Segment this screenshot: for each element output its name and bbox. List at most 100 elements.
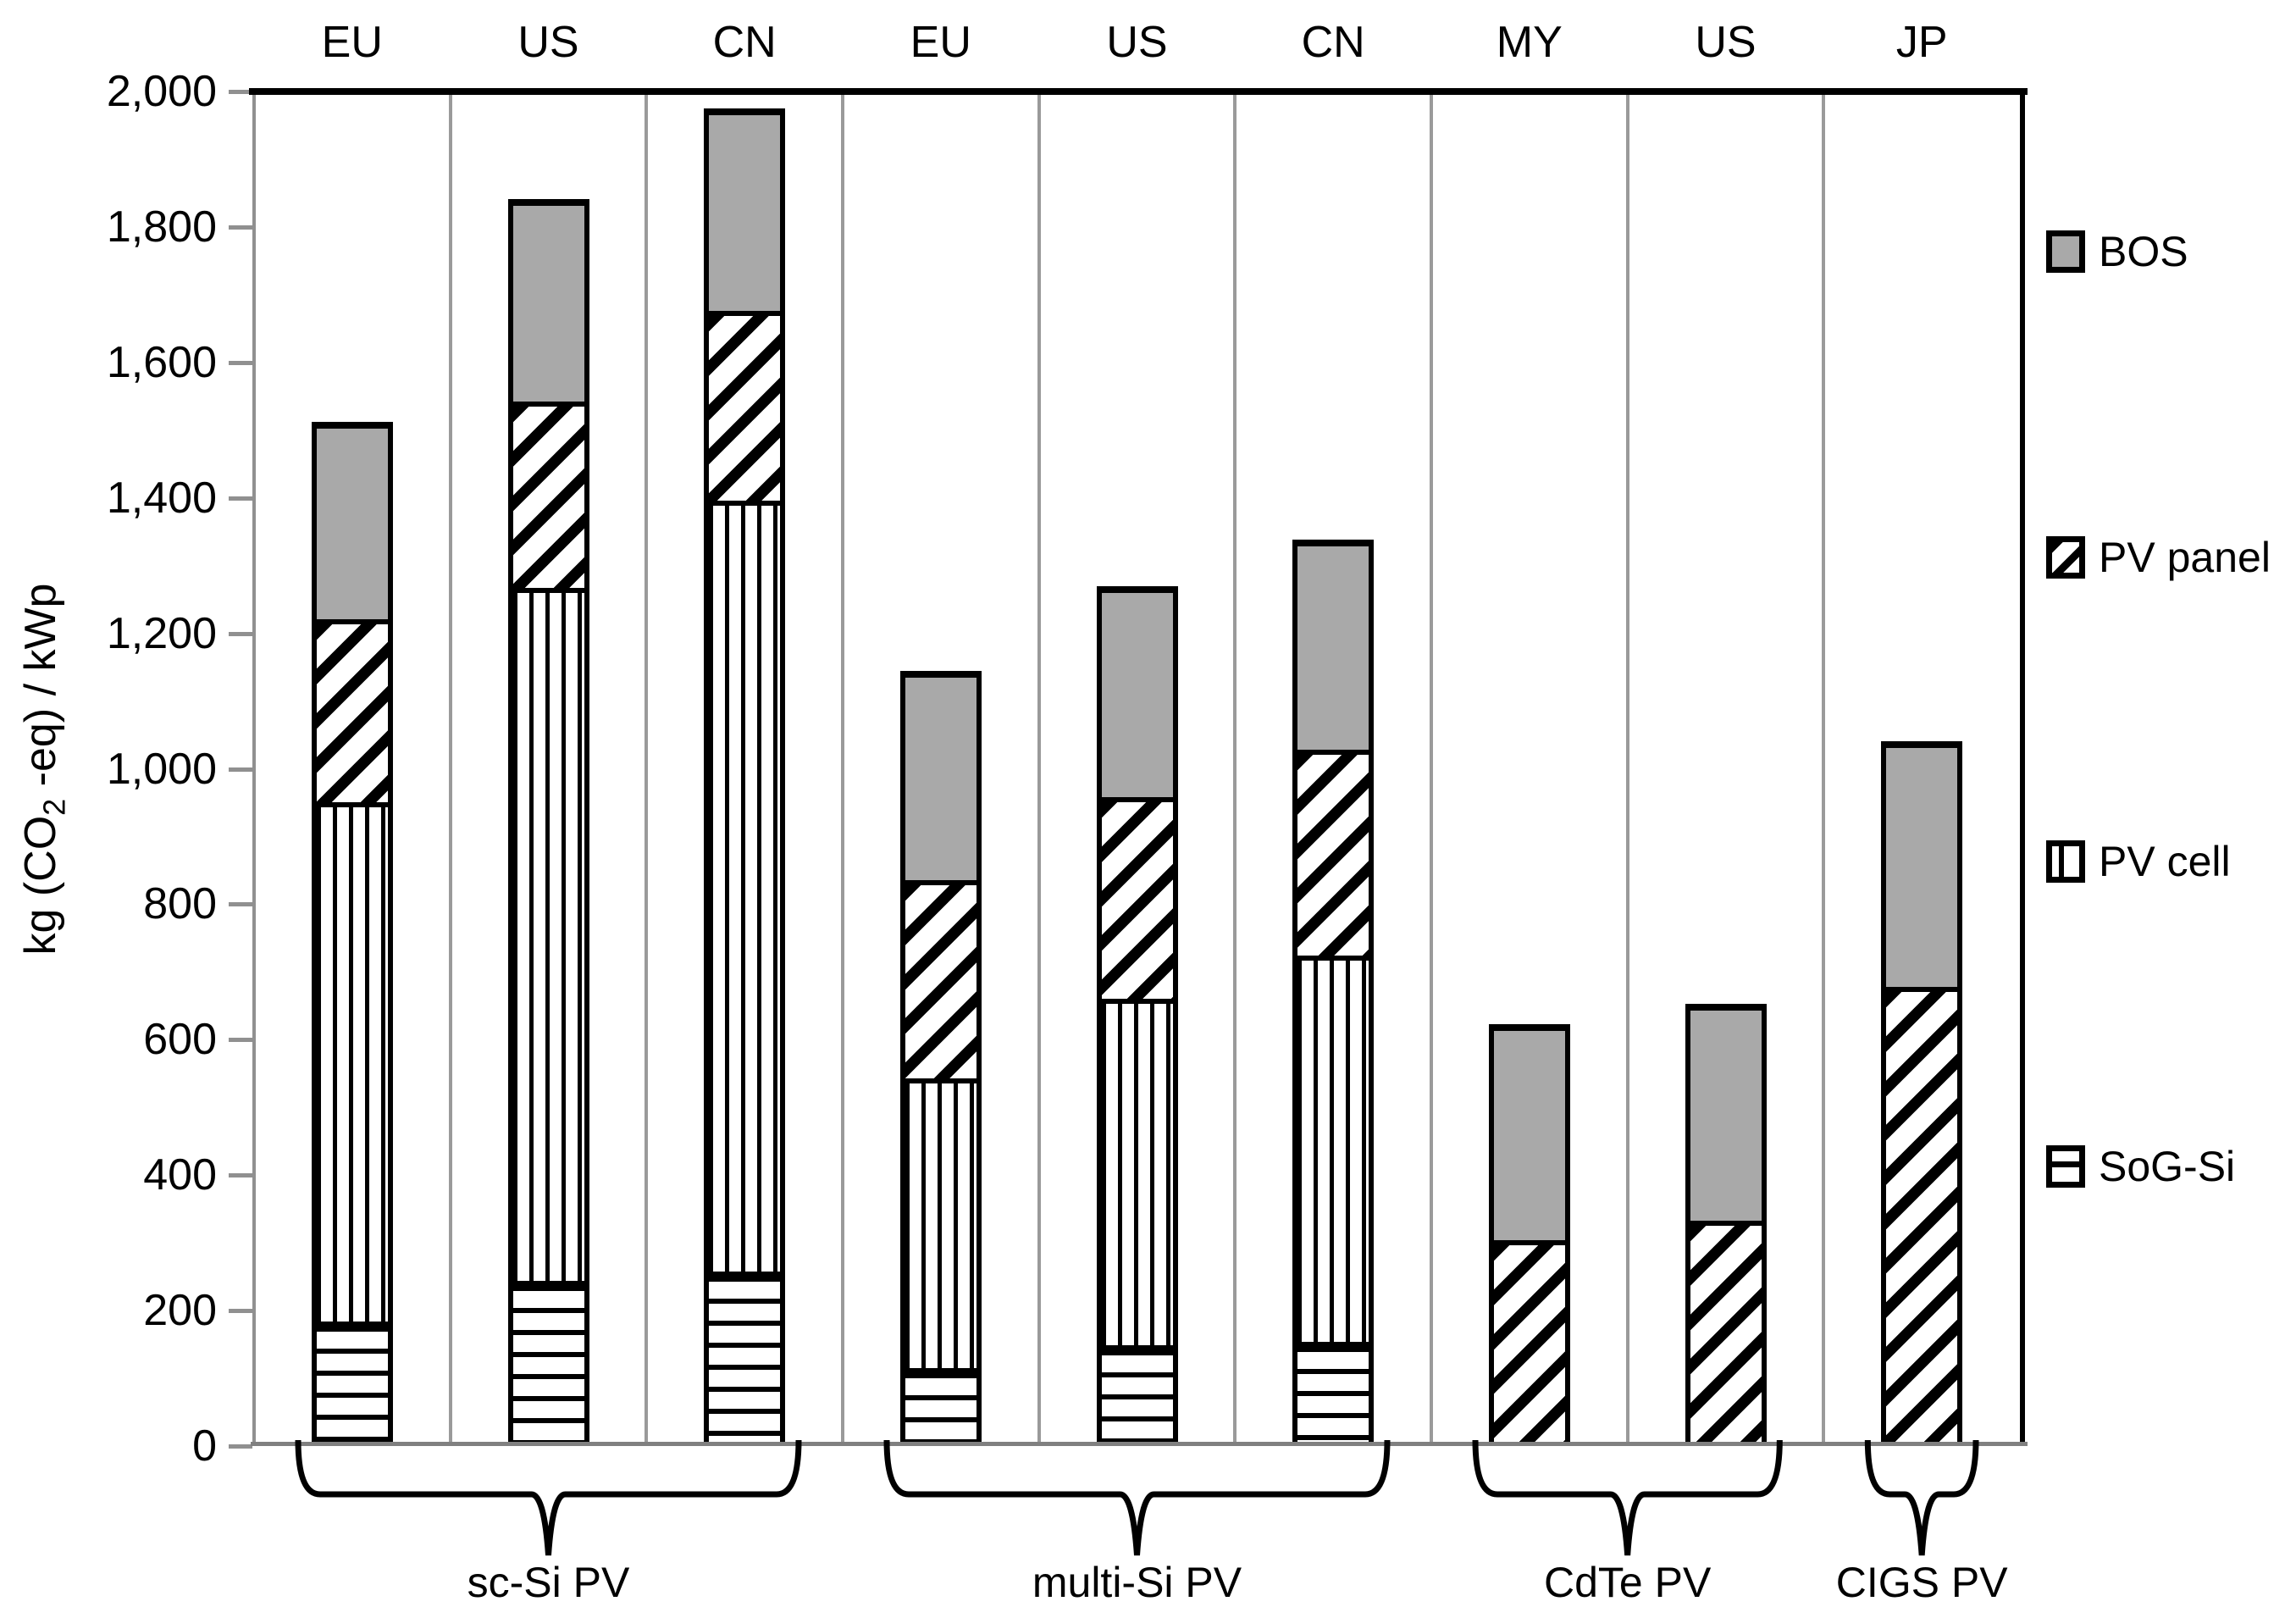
- segment-sog-si: [1101, 1344, 1173, 1442]
- brace-cdte-pv: [1472, 1439, 1783, 1556]
- y-tick-mark: [229, 360, 252, 365]
- group-label-cdte-pv: CdTe PV: [1544, 1559, 1712, 1606]
- bar-multi-si-pv-cn: [1292, 539, 1375, 1443]
- country-label-jp-8: JP: [1895, 18, 1948, 67]
- y-tick-label: 0: [192, 1421, 217, 1471]
- column-separator: [448, 91, 452, 1442]
- segment-sog-si: [316, 1321, 388, 1443]
- bar-cigs-pv-jp: [1881, 741, 1963, 1442]
- legend-item-bos: BOS: [2046, 224, 2188, 279]
- y-tick-mark: [229, 1038, 252, 1043]
- segment-bos: [1101, 593, 1173, 797]
- column-separator: [1233, 91, 1237, 1442]
- legend-label-pv-panel: PV panel: [2099, 534, 2271, 581]
- segment-pv-cell: [512, 588, 584, 1282]
- vertical-stripes-swatch: [2046, 840, 2085, 883]
- plot-top-border: [249, 88, 2028, 95]
- y-tick-label: 1,000: [106, 744, 217, 794]
- segment-sog-si: [905, 1367, 976, 1442]
- y-tick-mark: [229, 1173, 252, 1178]
- brace-sc-si-pv: [295, 1439, 802, 1556]
- group-label-multi-si-pv: multi-Si PV: [1032, 1559, 1242, 1606]
- segment-pv-panel: [905, 880, 976, 1078]
- group-label-cigs-pv: CIGS PV: [1835, 1559, 2008, 1606]
- country-label-eu-0: EU: [321, 18, 383, 67]
- column-separator: [645, 91, 649, 1442]
- segment-pv-cell: [905, 1078, 976, 1368]
- bar-sc-si-pv-cn: [704, 108, 786, 1443]
- segment-pv-cell: [1101, 998, 1173, 1345]
- column-separator: [1822, 91, 1826, 1442]
- legend-item-pv-panel: PV panel: [2046, 530, 2271, 585]
- segment-pv-cell: [316, 802, 388, 1322]
- bar-cdte-pv-my: [1488, 1024, 1570, 1442]
- column-separator: [1037, 91, 1041, 1442]
- segment-bos: [512, 206, 584, 402]
- y-tick-label: 1,600: [106, 337, 217, 387]
- country-label-us-4: US: [1106, 18, 1168, 67]
- segment-pv-panel: [1493, 1240, 1565, 1442]
- segment-pv-panel: [316, 619, 388, 803]
- segment-pv-cell: [709, 501, 781, 1272]
- legend-item-sog-si: SoG-Si: [2046, 1139, 2235, 1194]
- y-tick-mark: [229, 224, 252, 230]
- y-tick-mark: [229, 902, 252, 907]
- segment-sog-si: [709, 1271, 781, 1443]
- segment-pv-panel: [1886, 986, 1958, 1442]
- y-tick-label: 400: [143, 1150, 217, 1200]
- segment-pv-panel: [709, 310, 781, 501]
- country-label-us-7: US: [1695, 18, 1757, 67]
- bar-sc-si-pv-us: [507, 199, 589, 1442]
- y-tick-mark: [229, 1444, 252, 1449]
- country-label-us-1: US: [517, 18, 579, 67]
- column-separator: [1625, 91, 1629, 1442]
- y-tick-mark: [229, 767, 252, 772]
- y-axis-line: [252, 91, 256, 1446]
- diagonal-stripes-swatch: [2046, 536, 2085, 579]
- group-label-sc-si-pv: sc-Si PV: [467, 1559, 630, 1606]
- plot-right-border: [2020, 91, 2025, 1446]
- legend-label-bos: BOS: [2099, 228, 2188, 275]
- segment-bos: [1886, 748, 1958, 987]
- y-tick-mark: [229, 90, 252, 94]
- country-label-eu-3: EU: [910, 18, 971, 67]
- horizontal-stripes-swatch: [2046, 1145, 2085, 1188]
- legend-label-pv-cell: PV cell: [2099, 838, 2231, 885]
- segment-bos: [1493, 1031, 1565, 1241]
- segment-pv-cell: [1297, 955, 1369, 1342]
- segment-bos: [905, 677, 976, 881]
- legend-label-sog-si: SoG-Si: [2099, 1143, 2236, 1190]
- y-tick-label: 1,800: [106, 202, 217, 252]
- y-tick-label: 600: [143, 1015, 217, 1065]
- y-tick-label: 1,400: [106, 473, 217, 523]
- legend-item-pv-cell: PV cell: [2046, 834, 2231, 889]
- bar-sc-si-pv-eu: [311, 421, 393, 1443]
- y-tick-label: 800: [143, 879, 217, 929]
- solid-gray-swatch: [2046, 230, 2085, 273]
- segment-bos: [1690, 1011, 1762, 1221]
- segment-sog-si: [512, 1281, 584, 1442]
- country-label-my-6: MY: [1496, 18, 1563, 67]
- x-axis-line: [251, 1442, 2028, 1446]
- column-separator: [841, 91, 844, 1442]
- segment-bos: [709, 114, 781, 311]
- y-tick-label: 2,000: [106, 67, 217, 116]
- y-tick-mark: [229, 1309, 252, 1314]
- segment-pv-panel: [1297, 750, 1369, 956]
- bar-multi-si-pv-us: [1096, 586, 1178, 1442]
- segment-sog-si: [1297, 1341, 1369, 1443]
- segment-bos: [316, 428, 388, 620]
- y-tick-mark: [229, 496, 252, 501]
- brace-multi-si-pv: [883, 1439, 1391, 1556]
- segment-pv-panel: [1101, 796, 1173, 999]
- plot-area: [254, 91, 2020, 1443]
- segment-pv-panel: [512, 401, 584, 589]
- bar-multi-si-pv-eu: [899, 670, 982, 1442]
- column-separator: [1430, 91, 1433, 1442]
- segment-bos: [1297, 546, 1369, 751]
- y-tick-label: 1,200: [106, 608, 217, 658]
- segment-pv-panel: [1690, 1220, 1762, 1442]
- y-tick-label: 200: [143, 1286, 217, 1336]
- country-label-cn-5: CN: [1301, 18, 1365, 67]
